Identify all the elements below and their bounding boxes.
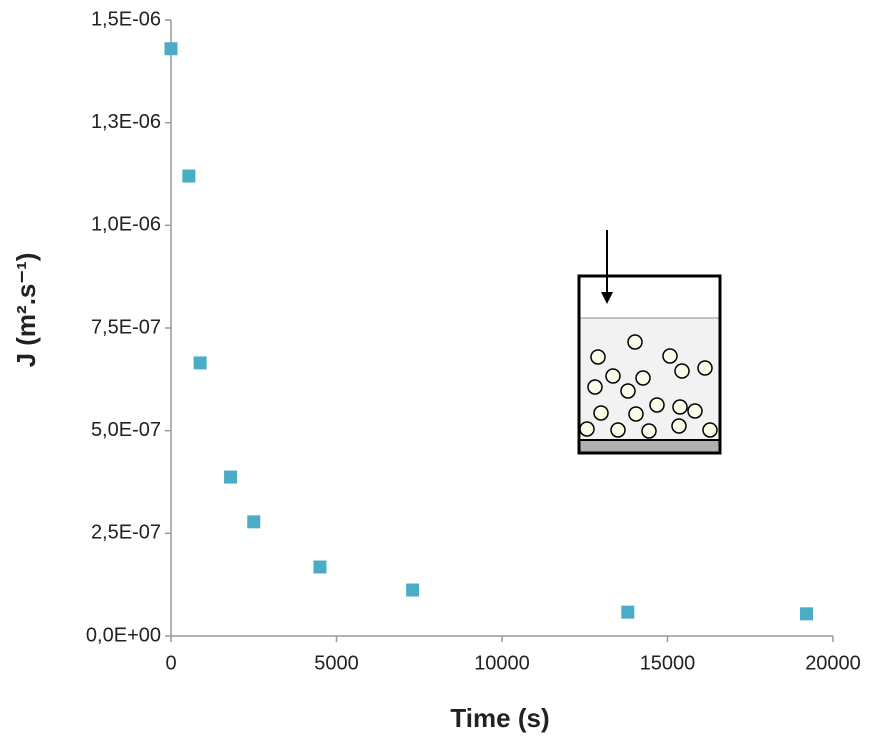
y-tick-label: 1,3E-06 bbox=[91, 111, 161, 133]
x-axis-title: Time (s) bbox=[450, 703, 549, 733]
y-tick-label: 1,0E-06 bbox=[91, 214, 161, 236]
data-point bbox=[406, 583, 420, 597]
data-point bbox=[224, 470, 238, 484]
y-tick-label: 5,0E-07 bbox=[91, 419, 161, 441]
y-tick-label: 2,5E-07 bbox=[91, 522, 161, 544]
data-point bbox=[164, 42, 178, 56]
data-point bbox=[621, 605, 635, 619]
y-tick-label: 0,0E+00 bbox=[86, 624, 161, 646]
y-tick-label: 7,5E-07 bbox=[91, 316, 161, 338]
x-tick-label: 10000 bbox=[474, 652, 530, 674]
data-point bbox=[193, 356, 207, 370]
data-point bbox=[247, 515, 261, 529]
x-tick-label: 0 bbox=[165, 652, 176, 674]
inset-diagram bbox=[577, 230, 722, 455]
data-point bbox=[800, 607, 814, 621]
y-tick-label: 1,5E-06 bbox=[91, 8, 161, 30]
y-axis-title: J (m².s⁻¹) bbox=[11, 253, 41, 368]
x-tick-label: 20000 bbox=[805, 652, 861, 674]
data-point bbox=[182, 169, 196, 183]
x-tick-label: 5000 bbox=[314, 652, 359, 674]
x-tick-label: 15000 bbox=[640, 652, 696, 674]
data-point bbox=[313, 560, 327, 574]
